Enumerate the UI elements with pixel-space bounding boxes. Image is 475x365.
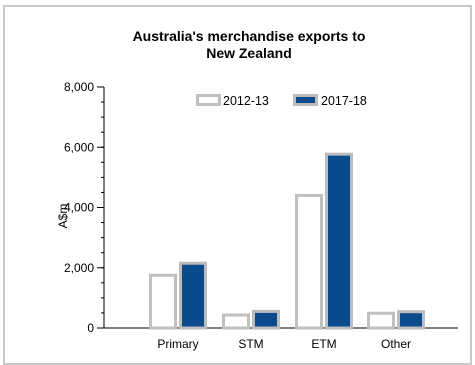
legend-label: 2017-18 (321, 94, 367, 108)
bar-2012-13-Primary (149, 273, 177, 330)
y-tick-label: 2,000 (64, 261, 94, 275)
legend-swatch (293, 94, 318, 106)
legend-label: 2012-13 (223, 94, 269, 108)
chart-title-line-1: Australia's merchandise exports to (133, 28, 366, 44)
bar-2012-13-Other (367, 311, 395, 330)
y-axis-label: A$m (56, 204, 70, 229)
y-tick-label: 4,000 (64, 201, 94, 215)
x-tick-label: STM (238, 337, 263, 351)
chart-frame (3, 5, 472, 365)
x-tick-label: ETM (311, 337, 336, 351)
y-tick-label: 0 (87, 321, 94, 335)
legend: 2012-13 2017-18 (196, 94, 367, 108)
plot-area: 0 2,000 4,000 6,000 8,000 Primary STM ETM Other 2… (64, 80, 458, 351)
bar-2017-18-Primary (179, 261, 207, 330)
x-tick-label: Other (381, 337, 411, 351)
x-tick-label: Primary (157, 337, 198, 351)
chart-title-line-2: New Zealand (206, 45, 292, 61)
y-tick-label: 8,000 (64, 80, 94, 94)
bar-2012-13-ETM (295, 193, 323, 330)
y-tick-label: 6,000 (64, 140, 94, 154)
bar-2017-18-STM (252, 309, 280, 330)
bar-2017-18-ETM (325, 152, 353, 330)
bar-2017-18-Other (397, 310, 425, 330)
bar-2012-13-STM (222, 313, 250, 330)
legend-swatch (196, 94, 221, 106)
